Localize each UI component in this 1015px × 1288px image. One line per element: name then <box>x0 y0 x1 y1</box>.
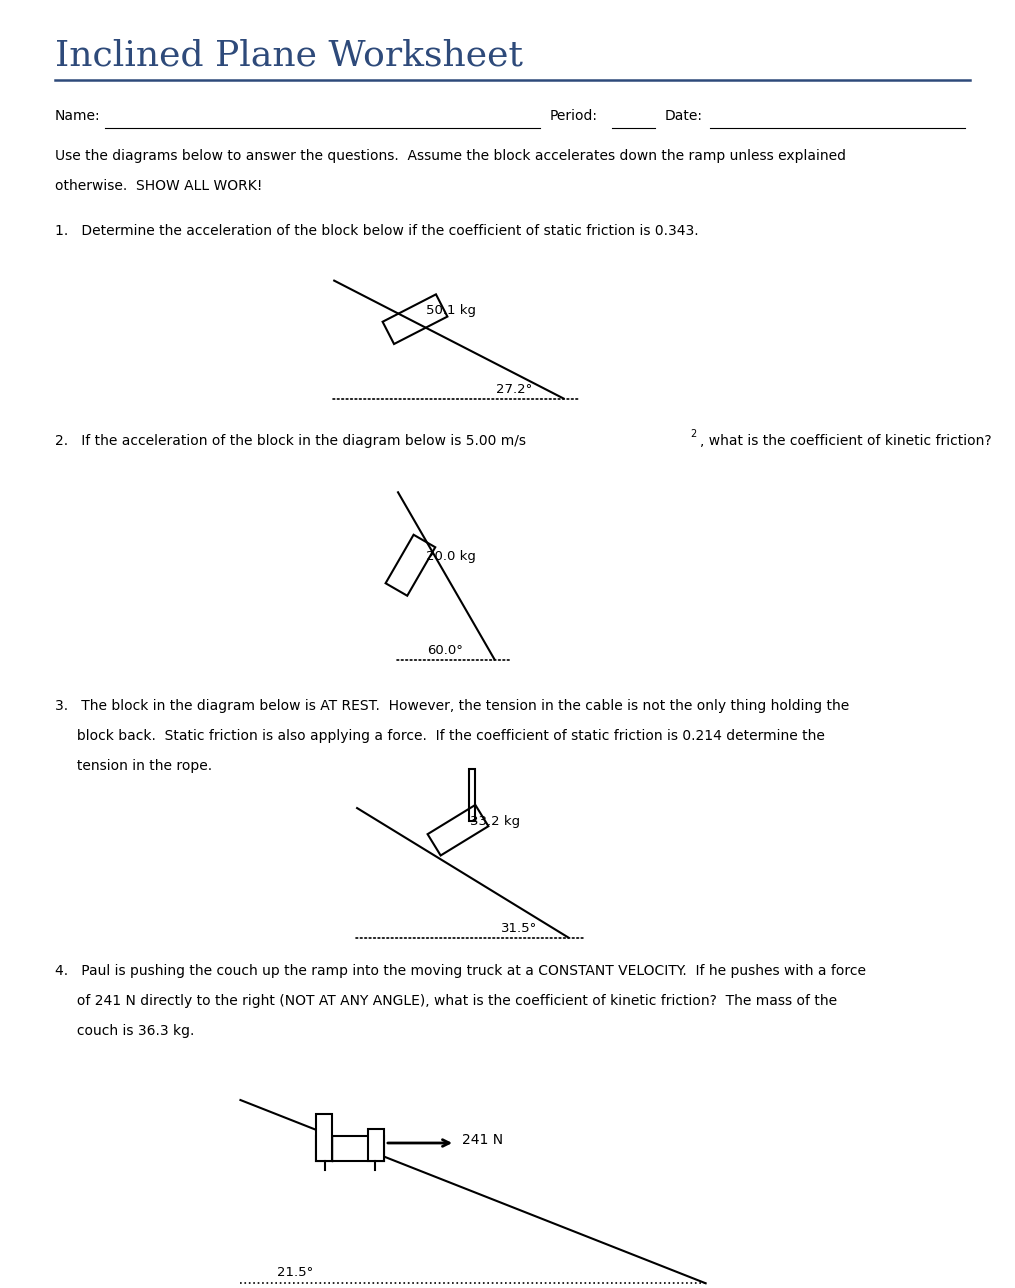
Text: 50.1 kg: 50.1 kg <box>425 304 476 317</box>
Text: of 241 N directly to the right (NOT AT ANY ANGLE), what is the coefficient of ki: of 241 N directly to the right (NOT AT A… <box>55 994 837 1009</box>
Text: , what is the coefficient of kinetic friction?: , what is the coefficient of kinetic fri… <box>700 434 992 448</box>
Text: 1.   Determine the acceleration of the block below if the coefficient of static : 1. Determine the acceleration of the blo… <box>55 224 698 238</box>
Bar <box>316 1136 385 1162</box>
Text: 2.   If the acceleration of the block in the diagram below is 5.00 m/s: 2. If the acceleration of the block in t… <box>55 434 526 448</box>
Text: 33.2 kg: 33.2 kg <box>470 815 520 828</box>
Text: 60.0°: 60.0° <box>427 644 463 657</box>
Text: block back.  Static friction is also applying a force.  If the coefficient of st: block back. Static friction is also appl… <box>55 729 825 743</box>
Text: 20.0 kg: 20.0 kg <box>426 550 476 563</box>
Text: otherwise.  SHOW ALL WORK!: otherwise. SHOW ALL WORK! <box>55 179 262 193</box>
Text: 31.5°: 31.5° <box>501 922 538 935</box>
Text: 2: 2 <box>690 429 696 439</box>
Text: Name:: Name: <box>55 109 100 122</box>
Bar <box>469 769 475 822</box>
Text: 4.   Paul is pushing the couch up the ramp into the moving truck at a CONSTANT V: 4. Paul is pushing the couch up the ramp… <box>55 963 866 978</box>
Bar <box>368 1128 385 1162</box>
Text: Inclined Plane Worksheet: Inclined Plane Worksheet <box>55 39 523 72</box>
Text: tension in the rope.: tension in the rope. <box>55 759 212 773</box>
Text: Date:: Date: <box>665 109 703 122</box>
Text: 3.   The block in the diagram below is AT REST.  However, the tension in the cab: 3. The block in the diagram below is AT … <box>55 699 850 714</box>
Text: couch is 36.3 kg.: couch is 36.3 kg. <box>55 1024 195 1038</box>
Bar <box>316 1114 332 1162</box>
Text: Period:: Period: <box>550 109 598 122</box>
Text: Use the diagrams below to answer the questions.  Assume the block accelerates do: Use the diagrams below to answer the que… <box>55 149 845 164</box>
Text: 21.5°: 21.5° <box>277 1266 314 1279</box>
Text: 27.2°: 27.2° <box>496 383 533 395</box>
Text: 241 N: 241 N <box>462 1133 503 1148</box>
